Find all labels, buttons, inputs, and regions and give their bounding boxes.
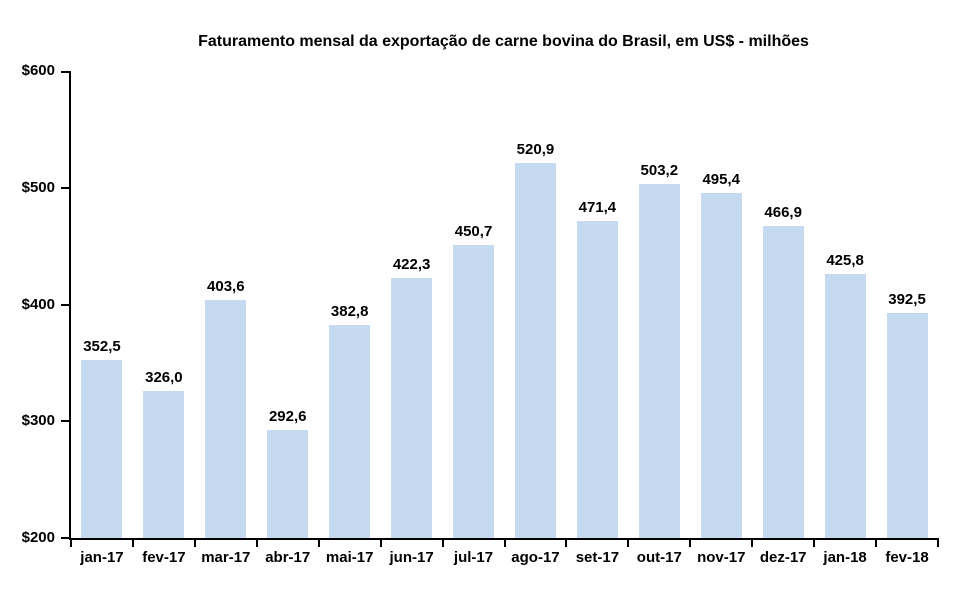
x-axis-tick-label: dez-17 (759, 549, 807, 566)
x-axis-tick (441, 538, 444, 547)
bar (514, 163, 556, 538)
x-axis-tick-label: jul-17 (453, 549, 494, 566)
x-axis-tick-label: fev-18 (885, 549, 929, 566)
bar-value-label: 520,9 (516, 141, 555, 159)
bar-value-label: 422,3 (392, 256, 431, 274)
y-axis-tick-label: $200 (21, 529, 55, 546)
bar (576, 221, 618, 538)
bar-value-label: 382,8 (330, 302, 369, 320)
y-axis-tick-label: $300 (21, 412, 55, 430)
x-axis-tick (751, 538, 754, 547)
x-axis-tick (379, 538, 382, 547)
x-axis-tick-label: abr-17 (265, 549, 311, 566)
y-axis-tick (61, 537, 69, 539)
chart-title: Faturamento mensal da exportação de carn… (198, 33, 809, 50)
x-axis-tick-label: fev-17 (142, 549, 186, 566)
bar (391, 278, 433, 538)
bar (143, 390, 185, 538)
y-axis-tick-label: $400 (21, 295, 55, 313)
y-axis-tick (61, 186, 69, 189)
bar-value-label: 403,6 (207, 278, 245, 296)
bar (329, 324, 371, 538)
bar-value-label: 392,5 (888, 291, 926, 309)
bar (453, 245, 495, 538)
x-axis-tick (689, 538, 692, 547)
bar (81, 359, 123, 538)
y-axis-tick (61, 71, 69, 73)
x-axis-tick (565, 538, 568, 547)
x-axis-tick (875, 538, 878, 547)
y-axis-tick-label: $600 (21, 62, 55, 79)
bar-value-label: 495,4 (702, 171, 741, 189)
bar-value-label: 326,0 (145, 368, 183, 386)
x-axis-tick-label: ago-17 (511, 549, 560, 566)
bar-value-label: 450,7 (454, 223, 493, 241)
bar-value-label: 466,9 (764, 204, 802, 222)
bar-value-label: 425,8 (826, 252, 864, 270)
bar (762, 226, 804, 538)
x-axis-tick-label: mai-17 (325, 549, 374, 566)
bar-value-label: 292,6 (268, 407, 307, 425)
x-axis-tick-label: mar-17 (201, 549, 251, 566)
x-axis-tick-label: nov-17 (697, 549, 746, 566)
x-axis-tick (813, 538, 816, 547)
y-axis-tick-label: $500 (21, 178, 55, 196)
x-axis-tick (70, 538, 72, 547)
x-axis-tick-label: jun-17 (389, 549, 434, 566)
bar (700, 193, 742, 538)
plot-area: $200 $300 $400 $500 $600 352,5 jan-17 326,0 fev-… (22, 62, 939, 566)
x-axis-tick (503, 538, 506, 547)
bar-value-label: 471,4 (578, 199, 617, 217)
x-axis-tick-label: set-17 (575, 549, 620, 566)
x-axis-tick (255, 538, 258, 547)
bar-value-label: 503,2 (640, 162, 679, 180)
bar (886, 313, 928, 538)
y-axis-tick (61, 420, 69, 423)
y-axis-tick (61, 303, 69, 306)
x-axis-tick-label: jan-18 (823, 549, 867, 566)
x-axis-tick-label: jan-17 (80, 549, 124, 566)
bar (638, 184, 680, 538)
x-axis-tick (131, 538, 134, 547)
x-axis-tick-label: out-17 (636, 549, 682, 566)
x-axis-tick (627, 538, 630, 547)
bar (267, 429, 309, 538)
x-axis-tick (317, 538, 320, 547)
bar (824, 274, 866, 538)
x-axis-tick (937, 538, 939, 547)
bar-value-label: 352,5 (83, 337, 121, 355)
x-axis-tick (193, 538, 196, 547)
bar (205, 300, 247, 538)
